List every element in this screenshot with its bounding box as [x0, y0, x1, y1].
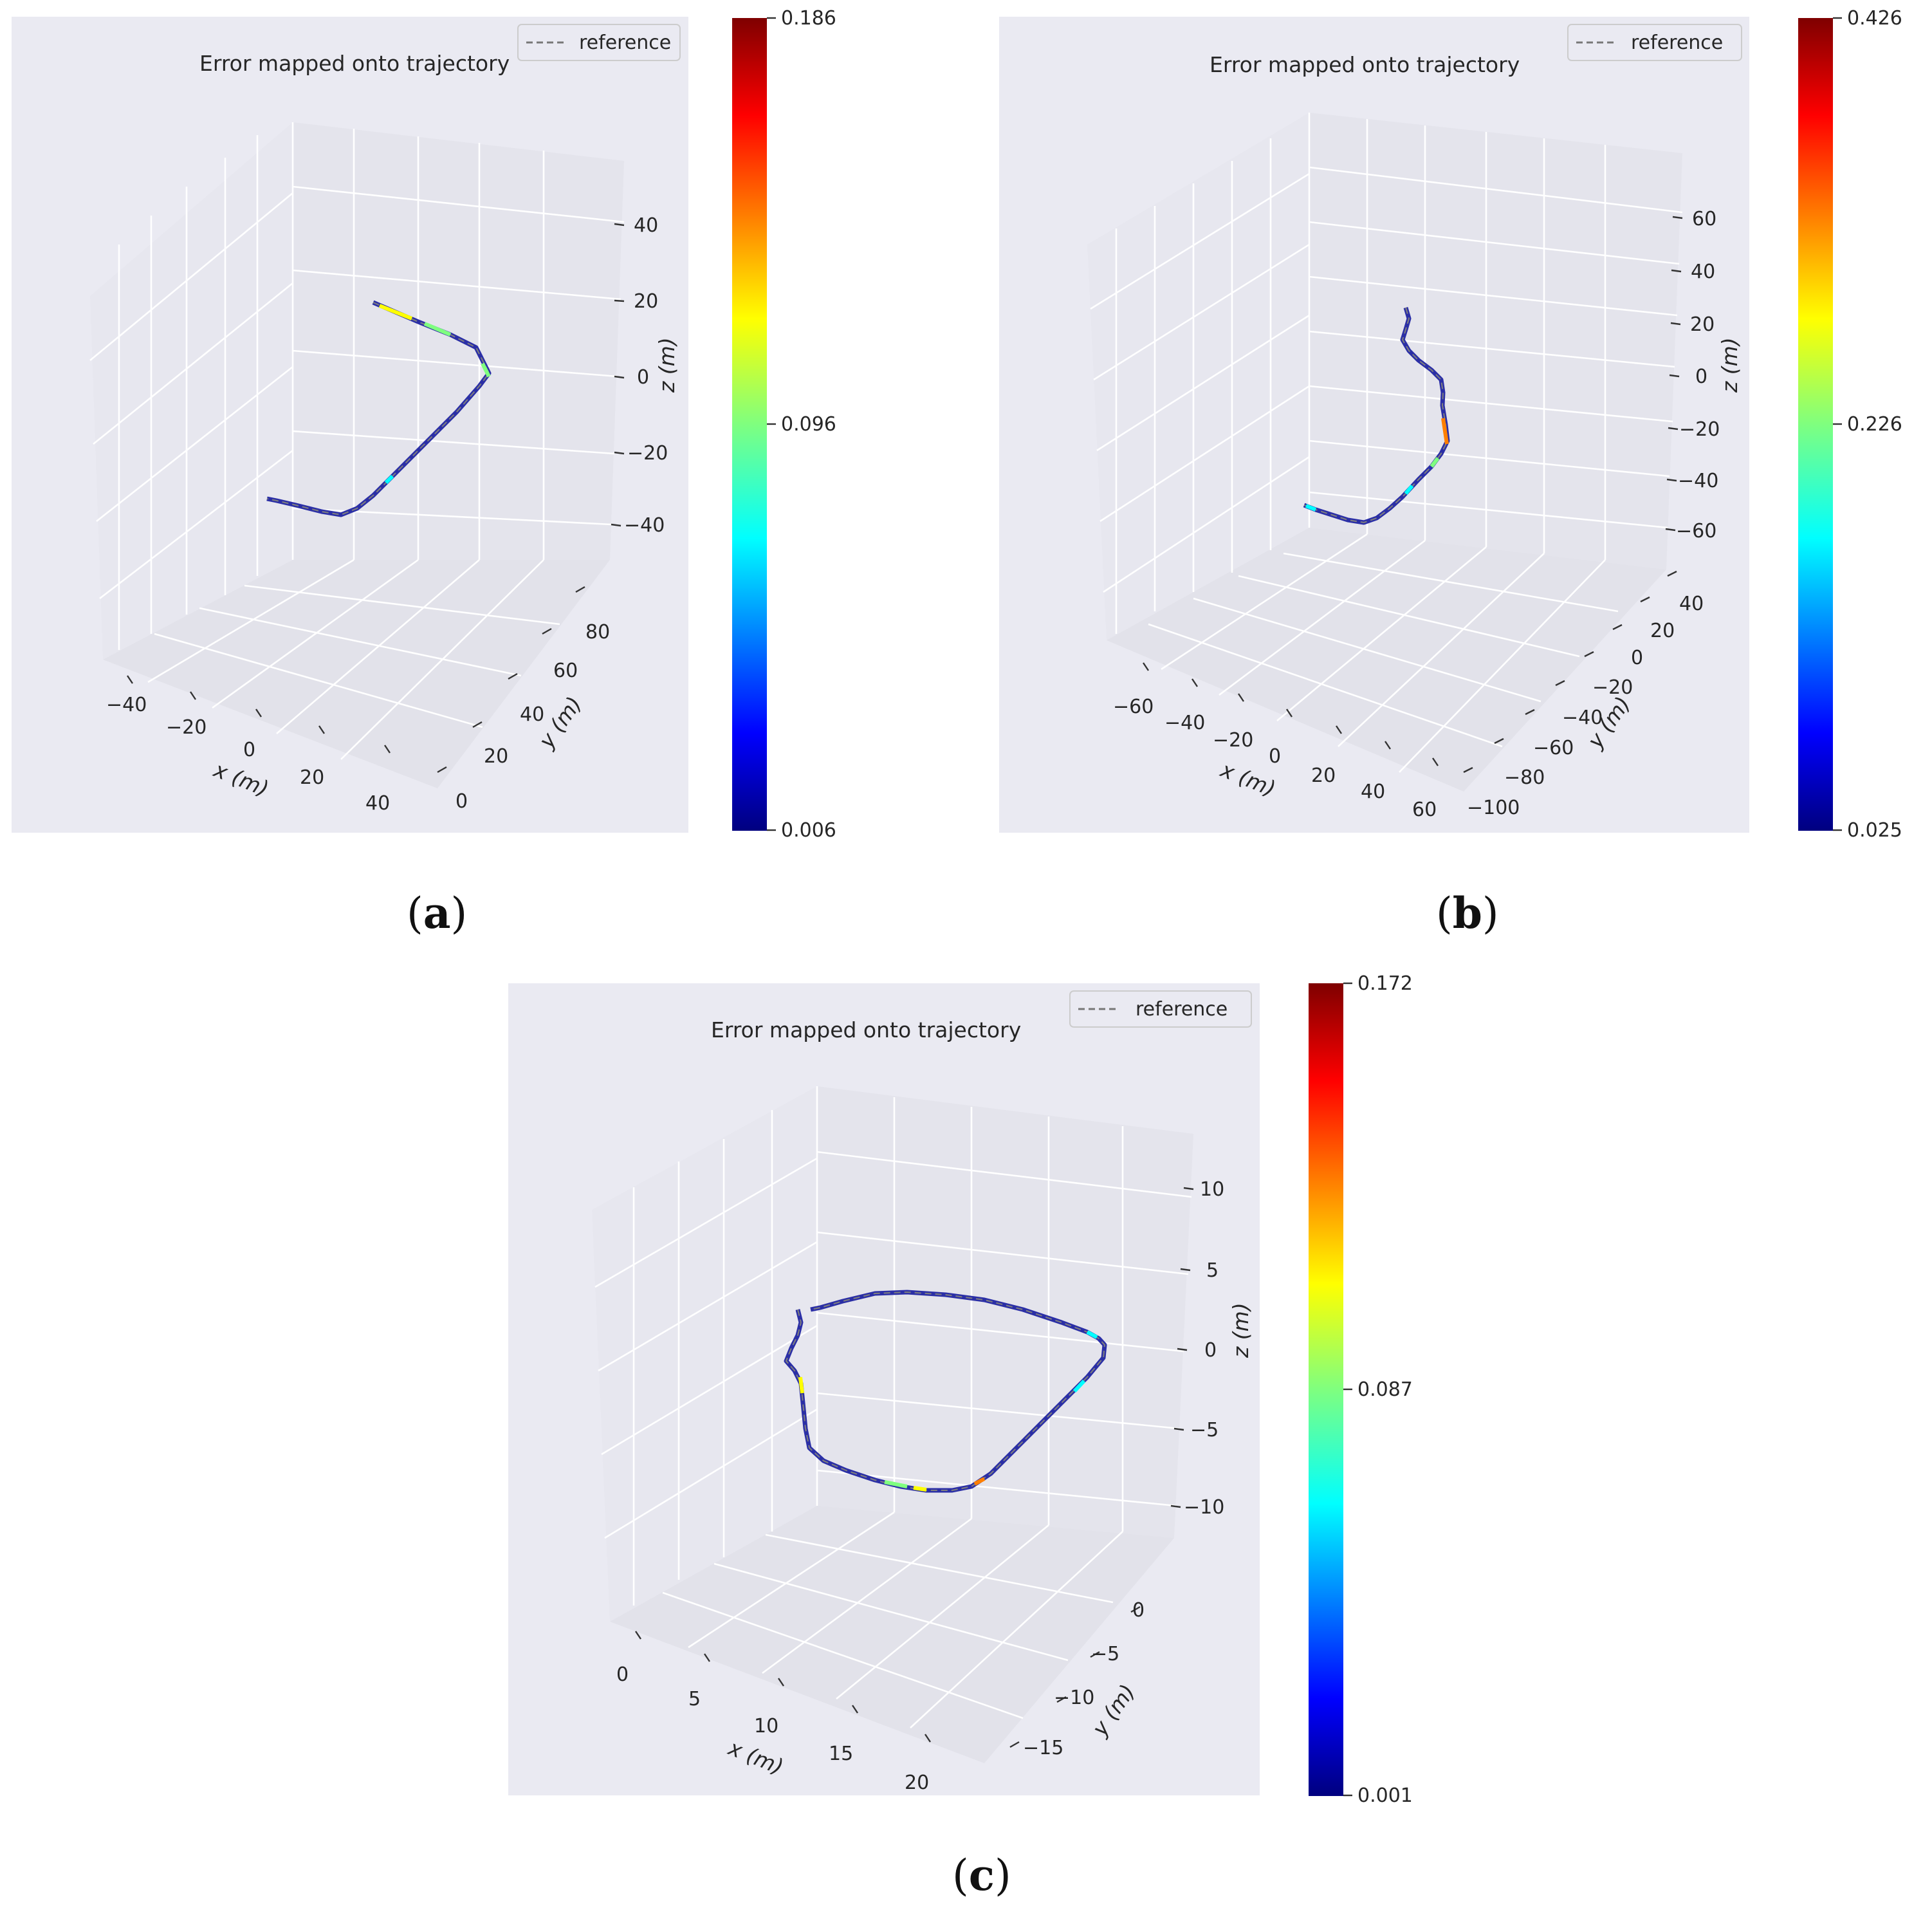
- z-tick: 0: [1695, 366, 1707, 388]
- x-tick: 5: [688, 1688, 701, 1710]
- z-tick: 10: [1200, 1178, 1224, 1201]
- chart-title: Error mapped onto trajectory: [199, 51, 510, 76]
- trajectory: [784, 1290, 1107, 1493]
- chart-title: Error mapped onto trajectory: [1210, 52, 1520, 77]
- y-tick: 0: [455, 790, 468, 813]
- z-tick: 0: [637, 366, 649, 389]
- z-tick: 5: [1206, 1259, 1219, 1282]
- x-tick: 20: [1311, 764, 1336, 787]
- legend-label: reference: [579, 32, 671, 54]
- colorbar-max-label: 0.426: [1847, 7, 1902, 30]
- y-tick: −10: [1054, 1687, 1094, 1709]
- left-pane: [592, 1086, 817, 1622]
- z-axis: 10 5 0 −5 −10 z (m): [1170, 1178, 1253, 1519]
- z-tick: −5: [1190, 1419, 1219, 1441]
- legend: reference: [1567, 24, 1742, 61]
- y-tick: −60: [1533, 737, 1574, 759]
- x-tick: 20: [300, 766, 324, 789]
- trajectory: [266, 300, 492, 517]
- legend-label: reference: [1631, 32, 1723, 54]
- left-pane: [90, 122, 293, 660]
- x-tick: −20: [166, 716, 207, 739]
- caption-a: (a): [407, 888, 468, 938]
- z-tick: 60: [1692, 208, 1716, 230]
- back-pane: [817, 1086, 1193, 1538]
- caption-c: (c): [952, 1850, 1011, 1900]
- z-tick: 20: [634, 290, 658, 313]
- z-axis: 60 40 20 0 −20 −40 −60 z (m): [1665, 208, 1742, 542]
- y-tick: 20: [484, 745, 508, 768]
- panel-c-plot: Error mapped onto trajectory reference 1…: [508, 972, 1413, 1807]
- y-tick: 0: [1631, 647, 1643, 669]
- x-tick: −60: [1113, 696, 1154, 718]
- y-tick: 40: [1679, 593, 1704, 615]
- x-tick: 40: [1361, 781, 1385, 803]
- back-pane: [1309, 113, 1682, 570]
- y-tick: 20: [1650, 620, 1675, 642]
- y-tick: 80: [585, 621, 610, 644]
- colorbar: 0.172 0.087 0.001: [1309, 972, 1413, 1807]
- y-tick: −100: [1467, 797, 1520, 819]
- grid-lines: [1090, 113, 1683, 773]
- y-tick: −5: [1091, 1643, 1119, 1665]
- panel-a-plot: Error mapped onto trajectory reference 4…: [12, 7, 836, 842]
- colorbar-max-label: 0.172: [1357, 972, 1413, 995]
- colorbar-mid-label: 0.087: [1357, 1378, 1413, 1401]
- z-tick: −10: [1184, 1496, 1224, 1519]
- legend: reference: [517, 24, 681, 61]
- x-tick: 0: [616, 1663, 629, 1686]
- floor-pane: [1107, 528, 1666, 792]
- z-tick: −20: [1679, 418, 1720, 441]
- z-tick: −40: [1678, 470, 1718, 492]
- x-tick: 10: [754, 1715, 778, 1737]
- z-tick: 20: [1690, 313, 1715, 336]
- y-tick: 60: [553, 660, 578, 682]
- y-tick: 40: [520, 703, 544, 726]
- x-tick: 20: [905, 1772, 929, 1794]
- y-tick: −20: [1592, 676, 1633, 699]
- grid-lines: [89, 122, 625, 760]
- x-tick: 0: [1269, 745, 1281, 768]
- z-tick: −40: [624, 514, 665, 537]
- floor-pane: [610, 1506, 1174, 1763]
- colorbar-max-label: 0.186: [781, 7, 836, 30]
- caption-b: (b): [1436, 888, 1499, 938]
- floor-pane: [103, 560, 610, 788]
- x-tick: −20: [1213, 729, 1253, 752]
- colorbar: 0.426 0.226 0.025: [1798, 7, 1902, 842]
- x-tick: 40: [365, 792, 390, 815]
- z-tick: 0: [1204, 1339, 1217, 1362]
- x-tick: 0: [243, 739, 255, 761]
- y-tick: 0: [1132, 1599, 1145, 1622]
- z-tick: 40: [1691, 261, 1715, 283]
- colorbar-min-label: 0.006: [781, 819, 836, 842]
- z-axis-label: z (m): [1717, 337, 1742, 393]
- z-axis-label: z (m): [1228, 1302, 1253, 1358]
- x-tick: −40: [106, 694, 147, 716]
- z-tick: −60: [1676, 520, 1716, 542]
- y-tick: −15: [1023, 1737, 1063, 1759]
- colorbar-min-label: 0.025: [1847, 819, 1902, 842]
- grid-lines: [594, 1086, 1192, 1728]
- left-pane: [1087, 113, 1309, 640]
- x-tick: 60: [1412, 799, 1437, 821]
- panel-b-plot: Error mapped onto trajectory reference 6…: [999, 7, 1902, 842]
- colorbar-mid-label: 0.226: [1847, 413, 1902, 436]
- z-axis-label: z (m): [654, 337, 679, 393]
- x-tick: 15: [829, 1743, 853, 1765]
- trajectory: [1303, 307, 1450, 525]
- chart-title: Error mapped onto trajectory: [711, 1017, 1021, 1042]
- z-tick: −20: [627, 442, 668, 465]
- x-tick: −40: [1164, 712, 1205, 734]
- y-tick: −40: [1562, 707, 1603, 729]
- z-tick: 40: [634, 214, 658, 237]
- colorbar: 0.186 0.096 0.006: [732, 7, 836, 842]
- z-axis: 40 20 0 −20 −40 z (m): [611, 214, 679, 537]
- colorbar-mid-label: 0.096: [781, 413, 836, 436]
- colorbar-min-label: 0.001: [1357, 1784, 1413, 1807]
- legend-label: reference: [1136, 998, 1228, 1021]
- y-tick: −80: [1504, 766, 1545, 789]
- legend: reference: [1069, 990, 1252, 1028]
